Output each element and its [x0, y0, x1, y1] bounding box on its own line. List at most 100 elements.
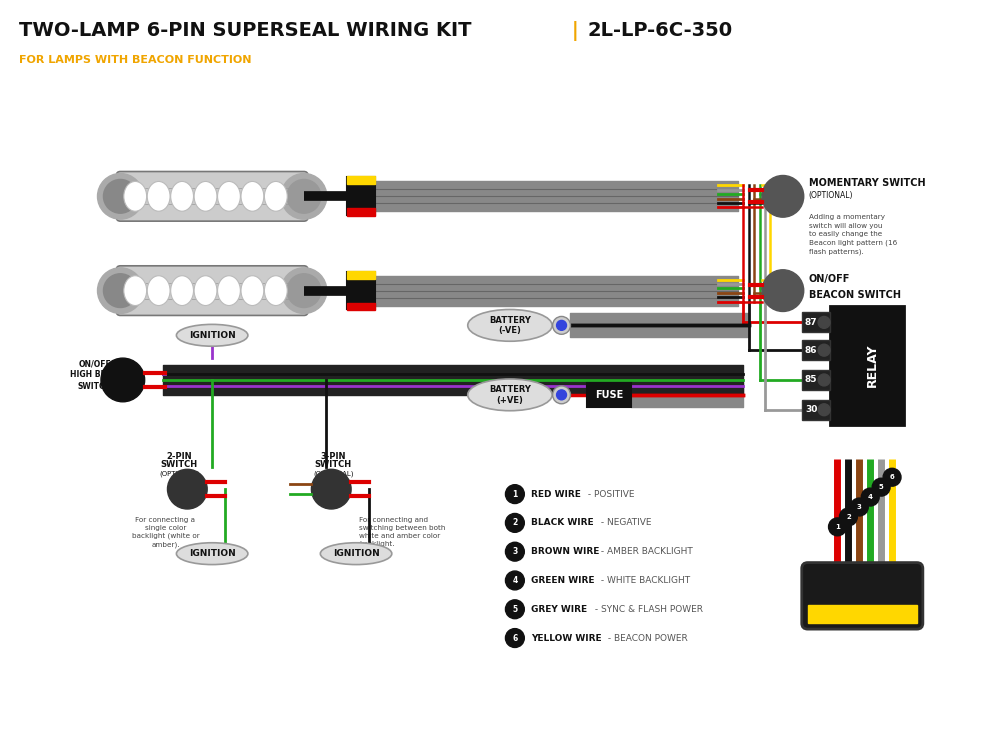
Text: 6: 6 [890, 474, 894, 480]
Circle shape [883, 468, 901, 486]
Text: GREY WIRE: GREY WIRE [531, 604, 587, 613]
Circle shape [103, 274, 137, 308]
Text: BROWN WIRE: BROWN WIRE [531, 548, 599, 556]
Text: SWITCH: SWITCH [161, 460, 198, 470]
Ellipse shape [147, 182, 170, 212]
Ellipse shape [241, 276, 264, 305]
Text: YELLOW WIRE: YELLOW WIRE [531, 634, 601, 643]
Circle shape [818, 316, 830, 328]
Text: SWITCH: SWITCH [315, 460, 352, 470]
Text: IGNITION: IGNITION [189, 331, 236, 340]
Circle shape [762, 176, 804, 217]
Bar [347, 209, 375, 216]
Text: 2: 2 [846, 514, 851, 520]
Ellipse shape [176, 543, 248, 565]
Circle shape [98, 268, 143, 314]
Text: RED WIRE: RED WIRE [531, 490, 581, 499]
FancyBboxPatch shape [116, 172, 308, 221]
Text: - SYNC & FLASH POWER: - SYNC & FLASH POWER [592, 604, 703, 613]
Text: 2L-LP-6C-350: 2L-LP-6C-350 [587, 21, 732, 40]
Circle shape [103, 179, 137, 213]
Text: BATTERY
(-VE): BATTERY (-VE) [489, 316, 531, 335]
Circle shape [505, 628, 524, 647]
Text: ON/OFF: ON/OFF [809, 274, 850, 284]
Circle shape [818, 404, 830, 416]
Text: For connecting and
switching between both
white and amber color
backlight.: For connecting and switching between bot… [359, 517, 445, 547]
Circle shape [287, 274, 321, 308]
Circle shape [762, 270, 804, 311]
Circle shape [505, 571, 524, 590]
Text: IGNITION: IGNITION [333, 549, 379, 558]
Text: 2: 2 [512, 518, 518, 527]
Text: 30: 30 [805, 405, 817, 414]
Text: 85: 85 [805, 376, 817, 385]
Text: RELAY: RELAY [866, 344, 879, 387]
Text: FOR LAMPS WITH BEACON FUNCTION: FOR LAMPS WITH BEACON FUNCTION [19, 56, 251, 65]
Text: - WHITE BACKLIGHT: - WHITE BACKLIGHT [598, 576, 690, 585]
Circle shape [553, 386, 570, 404]
Circle shape [818, 374, 830, 386]
Ellipse shape [320, 543, 392, 565]
Circle shape [818, 344, 830, 356]
Text: MOMENTARY SWITCH: MOMENTARY SWITCH [809, 178, 925, 188]
Text: 87: 87 [805, 318, 817, 327]
Text: GREEN WIRE: GREEN WIRE [531, 576, 594, 585]
Text: 4: 4 [868, 494, 873, 500]
Text: 4: 4 [512, 576, 518, 585]
Circle shape [281, 268, 327, 314]
Text: BATTERY
(+VE): BATTERY (+VE) [489, 386, 531, 404]
Circle shape [839, 508, 857, 526]
Circle shape [553, 316, 570, 334]
Text: (OPTIONAL): (OPTIONAL) [313, 470, 353, 477]
FancyBboxPatch shape [802, 340, 830, 360]
Text: 6: 6 [512, 634, 518, 643]
Ellipse shape [124, 182, 147, 212]
Text: - POSITIVE: - POSITIVE [585, 490, 634, 499]
Text: - BEACON POWER: - BEACON POWER [605, 634, 688, 643]
Ellipse shape [218, 276, 240, 305]
Text: 1: 1 [835, 524, 840, 530]
Ellipse shape [171, 182, 194, 212]
FancyBboxPatch shape [830, 305, 904, 424]
Text: TWO-LAMP 6-PIN SUPERSEAL WIRING KIT: TWO-LAMP 6-PIN SUPERSEAL WIRING KIT [19, 21, 471, 40]
FancyBboxPatch shape [116, 266, 308, 316]
Text: |: | [565, 20, 585, 40]
Circle shape [557, 320, 567, 330]
Circle shape [287, 179, 321, 213]
Ellipse shape [176, 325, 248, 346]
Text: BLACK WIRE: BLACK WIRE [531, 518, 593, 527]
Text: IGNITION: IGNITION [189, 549, 236, 558]
Circle shape [872, 478, 890, 496]
Text: Adding a momentary
switch will allow you
to easily change the
Beacon light patte: Adding a momentary switch will allow you… [809, 214, 897, 255]
Text: FUSE: FUSE [595, 390, 623, 400]
Text: BEACON SWITCH: BEACON SWITCH [809, 290, 901, 299]
Circle shape [311, 470, 351, 509]
Text: SWITCH: SWITCH [78, 382, 112, 391]
Bar [347, 176, 375, 184]
FancyBboxPatch shape [802, 400, 830, 420]
Ellipse shape [218, 182, 240, 212]
Text: (OPTIONAL): (OPTIONAL) [809, 190, 853, 200]
Ellipse shape [194, 276, 217, 305]
Text: 2-PIN: 2-PIN [167, 452, 192, 461]
Circle shape [505, 600, 524, 619]
Ellipse shape [241, 182, 264, 212]
Bar [347, 302, 375, 310]
Ellipse shape [264, 182, 287, 212]
Text: - AMBER BACKLIGHT: - AMBER BACKLIGHT [598, 548, 693, 556]
FancyBboxPatch shape [802, 562, 923, 629]
FancyBboxPatch shape [347, 178, 375, 215]
Text: 3: 3 [512, 548, 518, 556]
Circle shape [850, 498, 868, 516]
Text: 3: 3 [857, 504, 862, 510]
Circle shape [167, 470, 207, 509]
Ellipse shape [468, 310, 552, 341]
Text: 5: 5 [512, 604, 517, 613]
Ellipse shape [147, 276, 170, 305]
FancyBboxPatch shape [802, 313, 830, 332]
Text: (OPTIONAL): (OPTIONAL) [159, 470, 200, 477]
FancyBboxPatch shape [587, 383, 631, 406]
Circle shape [281, 173, 327, 219]
Text: HIGH BEAM: HIGH BEAM [70, 370, 120, 379]
FancyBboxPatch shape [802, 370, 830, 390]
